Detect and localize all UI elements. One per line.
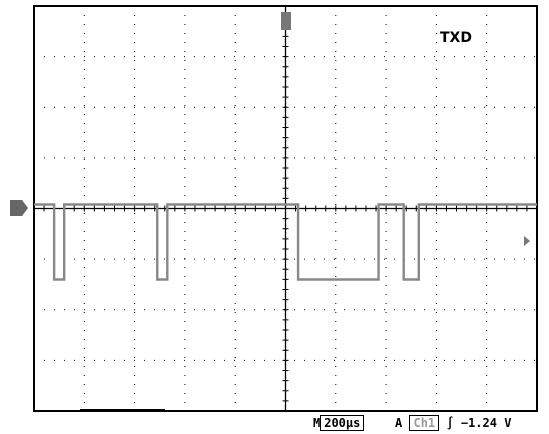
timebase-readout: M 200µs: [313, 414, 365, 432]
ground-level-marker-icon: [10, 200, 28, 216]
trigger-slope-icon: ∫: [446, 416, 454, 430]
graticule-grid: [33, 5, 538, 412]
screen-border: [33, 5, 538, 412]
signal-trace: [34, 203, 537, 281]
trigger-level-value: −1.24 V: [460, 416, 512, 430]
trigger-a-label: A: [395, 416, 403, 430]
trigger-level-arrow-icon: [524, 236, 530, 246]
timebase-value: 200µs: [320, 415, 365, 431]
trigger-readout: A Ch1 ∫ −1.24 V: [395, 414, 511, 432]
channel-label: TXD: [440, 30, 472, 46]
timebase-m-label: M: [313, 416, 321, 430]
trigger-position-marker-icon: [281, 12, 291, 30]
trigger-channel: Ch1: [409, 415, 440, 431]
trace-waveform: [34, 203, 537, 281]
